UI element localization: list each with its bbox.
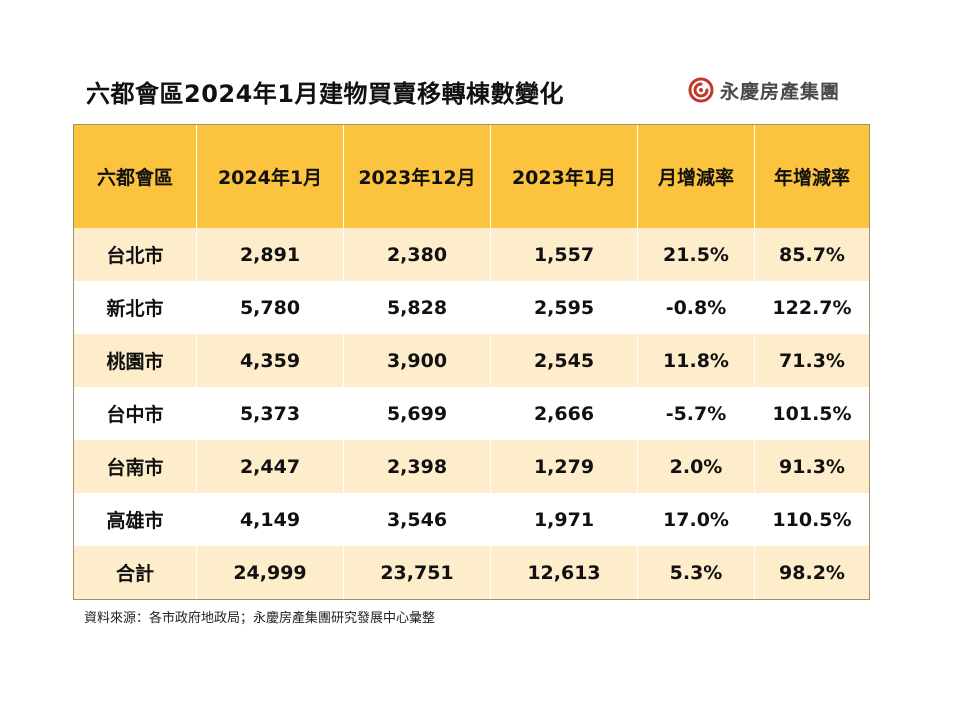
cell-value: 4,149: [196, 493, 344, 546]
page-title: 六都會區2024年1月建物買賣移轉棟數變化: [86, 80, 564, 108]
cell-value: 2,595: [490, 281, 638, 334]
cell-total-label: 合計: [73, 546, 197, 600]
transfer-table: 六都會區 2024年1月 2023年12月 2023年1月 月增減率 年增減率 …: [73, 124, 870, 600]
cell-value: 1,557: [490, 228, 638, 281]
cell-value: 2,666: [490, 387, 638, 440]
cell-rate: 71.3%: [754, 334, 870, 387]
yungching-logo-icon: [688, 77, 714, 103]
header-2024-jan: 2024年1月: [196, 124, 344, 228]
cell-rate: 91.3%: [754, 440, 870, 493]
cell-value: 2,447: [196, 440, 344, 493]
brand: 永慶房產集團: [688, 75, 840, 105]
table-row: 高雄市 4,149 3,546 1,971 17.0% 110.5%: [73, 493, 870, 546]
brand-name: 永慶房產集團: [720, 80, 841, 103]
cell-rate: 101.5%: [754, 387, 870, 440]
cell-total-rate: 5.3%: [637, 546, 755, 600]
cell-rate: -5.7%: [637, 387, 755, 440]
cell-value: 1,279: [490, 440, 638, 493]
cell-total-value: 12,613: [490, 546, 638, 600]
header-2023-jan: 2023年1月: [490, 124, 638, 228]
cell-region: 桃園市: [73, 334, 197, 387]
table-row: 新北市 5,780 5,828 2,595 -0.8% 122.7%: [73, 281, 870, 334]
table-row: 台南市 2,447 2,398 1,279 2.0% 91.3%: [73, 440, 870, 493]
cell-value: 2,891: [196, 228, 344, 281]
cell-value: 5,828: [343, 281, 491, 334]
cell-rate: 11.8%: [637, 334, 755, 387]
cell-total-value: 23,751: [343, 546, 491, 600]
source-note: 資料來源：各市政府地政局；永慶房產集團研究發展中心彙整: [84, 611, 436, 626]
cell-value: 5,373: [196, 387, 344, 440]
cell-region: 台中市: [73, 387, 197, 440]
header-mom-rate: 月增減率: [637, 124, 755, 228]
table-row: 桃園市 4,359 3,900 2,545 11.8% 71.3%: [73, 334, 870, 387]
table-header-row: 六都會區 2024年1月 2023年12月 2023年1月 月增減率 年增減率: [73, 124, 870, 228]
cell-value: 2,545: [490, 334, 638, 387]
table-row: 台北市 2,891 2,380 1,557 21.5% 85.7%: [73, 228, 870, 281]
cell-rate: 2.0%: [637, 440, 755, 493]
cell-value: 3,546: [343, 493, 491, 546]
cell-rate: 21.5%: [637, 228, 755, 281]
data-table-container: 六都會區 2024年1月 2023年12月 2023年1月 月增減率 年增減率 …: [73, 124, 870, 600]
cell-rate: 122.7%: [754, 281, 870, 334]
cell-rate: 85.7%: [754, 228, 870, 281]
cell-total-rate: 98.2%: [754, 546, 870, 600]
cell-value: 1,971: [490, 493, 638, 546]
cell-rate: -0.8%: [637, 281, 755, 334]
cell-value: 3,900: [343, 334, 491, 387]
cell-rate: 110.5%: [754, 493, 870, 546]
cell-region: 新北市: [73, 281, 197, 334]
table-total-row: 合計 24,999 23,751 12,613 5.3% 98.2%: [73, 546, 870, 600]
cell-value: 4,359: [196, 334, 344, 387]
cell-value: 2,398: [343, 440, 491, 493]
header-yoy-rate: 年增減率: [754, 124, 870, 228]
cell-region: 台北市: [73, 228, 197, 281]
cell-value: 5,780: [196, 281, 344, 334]
header-region: 六都會區: [73, 124, 197, 228]
cell-region: 台南市: [73, 440, 197, 493]
cell-rate: 17.0%: [637, 493, 755, 546]
cell-total-value: 24,999: [196, 546, 344, 600]
table-row: 台中市 5,373 5,699 2,666 -5.7% 101.5%: [73, 387, 870, 440]
header-2023-dec: 2023年12月: [343, 124, 491, 228]
cell-value: 2,380: [343, 228, 491, 281]
cell-value: 5,699: [343, 387, 491, 440]
cell-region: 高雄市: [73, 493, 197, 546]
